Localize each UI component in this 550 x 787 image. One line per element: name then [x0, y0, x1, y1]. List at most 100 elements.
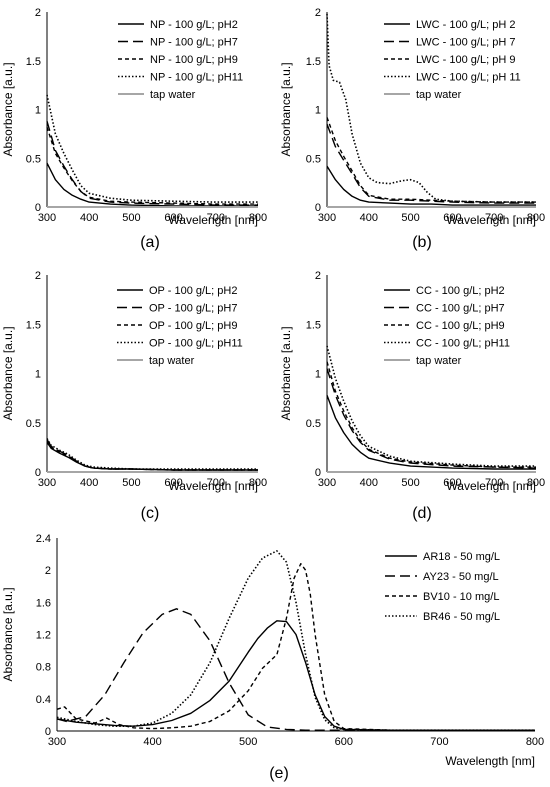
y-tick-label: 0 — [35, 202, 41, 214]
legend-label: tap water — [150, 89, 196, 101]
legend-label: NP - 100 g/L; pH7 — [150, 37, 238, 49]
series-line-2 — [46, 121, 258, 206]
chart-panel-5: 0 0.4 0.8 1.2 1.6 2 2.4 300 400 500 600 700 800 Wavel… — [1, 533, 544, 782]
legend-label: tap water — [149, 355, 195, 367]
y-tick-label: 1 — [315, 105, 321, 117]
x-tick-label: 400 — [360, 477, 378, 489]
x-tick-label: 500 — [122, 212, 140, 224]
x-tick-label: 600 — [164, 212, 182, 224]
legend-label: LWC - 100 g/L; pH 7 — [416, 37, 515, 49]
x-tick-label: 800 — [249, 212, 267, 224]
series-line-1 — [46, 441, 258, 471]
x-axis-label: Wavelength [nm] — [168, 213, 258, 227]
legend-label: OP - 100 g/L; pH11 — [149, 338, 243, 350]
y-tick-label: 0.5 — [306, 153, 321, 165]
series-line-1 — [326, 165, 536, 206]
x-axis-label: Wavelength [nm] — [446, 479, 536, 493]
series-line-4 — [46, 438, 258, 470]
x-tick-label: 400 — [80, 477, 98, 489]
legend: CC - 100 g/L; pH2 CC - 100 g/L; pH7 CC - 1… — [384, 285, 510, 367]
x-tick-label: 500 — [239, 736, 257, 748]
y-tick-label: 1.5 — [306, 56, 321, 68]
x-axis-label: Wavelength [nm] — [445, 754, 535, 768]
x-tick-label: 400 — [143, 736, 161, 748]
legend-label: tap water — [416, 89, 462, 101]
y-tick-label: 1.6 — [36, 597, 51, 609]
legend-label: NP - 100 g/L; pH9 — [150, 54, 238, 66]
x-tick-label: 800 — [526, 736, 544, 748]
series-line-3 — [326, 117, 536, 203]
x-tick-label: 300 — [318, 477, 336, 489]
legend-label: BR46 - 50 mg/L — [423, 611, 500, 623]
series-line-1 — [56, 620, 535, 731]
series-line-4 — [56, 550, 535, 732]
legend-label: OP - 100 g/L; pH2 — [149, 285, 237, 297]
series-line-1 — [326, 394, 536, 470]
legend-label: NP - 100 g/L; pH11 — [150, 72, 243, 84]
legend-label: AR18 - 50 mg/L — [423, 551, 500, 563]
legend-label: BV10 - 10 mg/L — [423, 591, 499, 603]
x-tick-label: 700 — [485, 477, 503, 489]
legend: NP - 100 g/L; pH2 NP - 100 g/L; pH7 NP - 1… — [118, 19, 243, 101]
y-axis-label: Absorbance [a.u.] — [1, 326, 15, 420]
series-line-4 — [326, 13, 536, 203]
x-tick-label: 700 — [485, 212, 503, 224]
series-line-1 — [46, 162, 258, 207]
y-tick-label: 1.5 — [26, 319, 41, 331]
x-tick-label: 700 — [207, 212, 225, 224]
y-tick-label: 0.8 — [36, 662, 51, 674]
legend-label: CC - 100 g/L; pH9 — [416, 320, 505, 332]
x-axis-label: Wavelength [nm] — [446, 213, 536, 227]
y-tick-label: 2.4 — [36, 533, 51, 545]
legend-label: NP - 100 g/L; pH2 — [150, 19, 238, 31]
y-axis-label: Absorbance [a.u.] — [1, 587, 15, 681]
y-tick-label: 0 — [315, 202, 321, 214]
series-line-3 — [56, 563, 535, 731]
x-tick-label: 600 — [164, 477, 182, 489]
series-line-3 — [46, 440, 258, 471]
y-tick-label: 2 — [35, 7, 41, 19]
y-tick-label: 0 — [315, 467, 321, 479]
x-tick-label: 700 — [430, 736, 448, 748]
series-line-4 — [326, 345, 536, 467]
y-axis-label: Absorbance [a.u.] — [279, 326, 293, 420]
panel-label: (c) — [141, 505, 160, 522]
series-line-2 — [326, 123, 536, 204]
x-axis-label: Wavelength [nm] — [168, 479, 258, 493]
y-tick-label: 0.4 — [36, 694, 51, 706]
x-tick-label: 300 — [318, 212, 336, 224]
x-tick-label: 600 — [443, 477, 461, 489]
legend-label: OP - 100 g/L; pH9 — [149, 320, 237, 332]
x-tick-label: 400 — [360, 212, 378, 224]
legend-label: CC - 100 g/L; pH11 — [416, 338, 510, 350]
legend: OP - 100 g/L; pH2 OP - 100 g/L; pH7 OP - 1… — [117, 285, 243, 367]
y-tick-label: 1.5 — [306, 319, 321, 331]
y-tick-label: 1.2 — [36, 630, 51, 642]
y-tick-label: 2 — [35, 270, 41, 282]
x-tick-label: 500 — [122, 477, 140, 489]
x-tick-label: 300 — [48, 736, 66, 748]
legend: AR18 - 50 mg/L AY23 - 50 mg/L BV10 - 10 mg… — [385, 551, 500, 623]
panel-label: (b) — [412, 234, 432, 251]
series-line-2 — [46, 439, 258, 471]
legend-label: OP - 100 g/L; pH7 — [149, 303, 237, 315]
legend-label: AY23 - 50 mg/L — [423, 571, 499, 583]
x-tick-label: 800 — [527, 212, 545, 224]
y-axis-label: Absorbance [a.u.] — [1, 62, 15, 156]
y-tick-label: 0.5 — [26, 153, 41, 165]
legend-label: tap water — [416, 355, 462, 367]
x-tick-label: 500 — [401, 477, 419, 489]
y-tick-label: 2 — [315, 7, 321, 19]
y-tick-label: 1 — [35, 369, 41, 381]
y-tick-label: 0 — [45, 726, 51, 738]
legend-label: CC - 100 g/L; pH2 — [416, 285, 505, 297]
legend-label: CC - 100 g/L; pH7 — [416, 303, 505, 315]
x-tick-label: 300 — [38, 477, 56, 489]
y-tick-label: 1 — [35, 105, 41, 117]
series-line-3 — [46, 126, 258, 205]
legend: LWC - 100 g/L; pH 2 LWC - 100 g/L; pH 7 LW… — [384, 19, 521, 101]
